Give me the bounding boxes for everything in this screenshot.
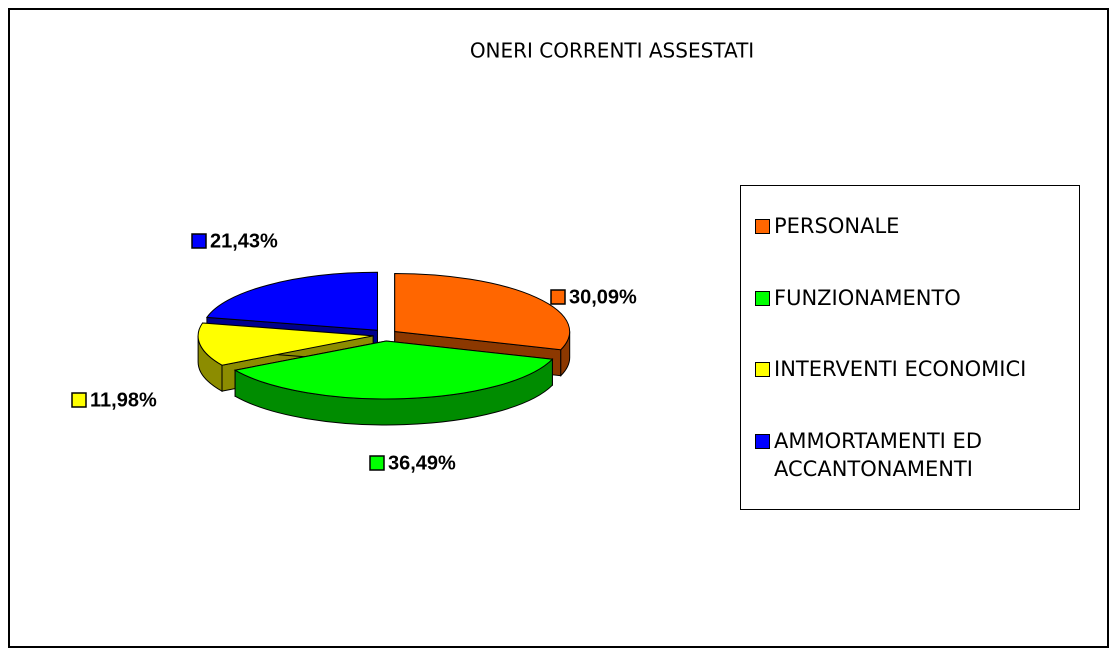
data-label: 36,49% [388,452,456,474]
legend-entry: AMMORTAMENTI ED ACCANTONAMENTI [755,427,1069,483]
legend-label: FUNZIONAMENTO [774,284,961,312]
legend-swatch [755,362,770,377]
label-swatch [72,393,86,407]
label-swatch [370,456,384,470]
data-label: 11,98% [90,389,157,411]
chart-title: ONERI CORRENTI ASSESTATI [470,39,754,63]
legend: PERSONALE FUNZIONAMENTO INTERVENTI ECONOMI… [740,185,1080,510]
data-label: 21,43% [210,230,278,252]
label-swatch [192,234,206,248]
legend-swatch [755,434,770,449]
legend-label: INTERVENTI ECONOMICI [774,355,1044,383]
legend-label: PERSONALE [774,212,899,240]
legend-label: AMMORTAMENTI ED ACCANTONAMENTI [774,427,1044,483]
label-swatch [551,290,565,304]
legend-entry: INTERVENTI ECONOMICI [755,355,1069,383]
legend-entry: PERSONALE [755,212,1069,240]
legend-entry: FUNZIONAMENTO [755,284,1069,312]
legend-swatch [755,219,770,234]
data-label: 30,09% [569,286,637,308]
legend-swatch [755,291,770,306]
